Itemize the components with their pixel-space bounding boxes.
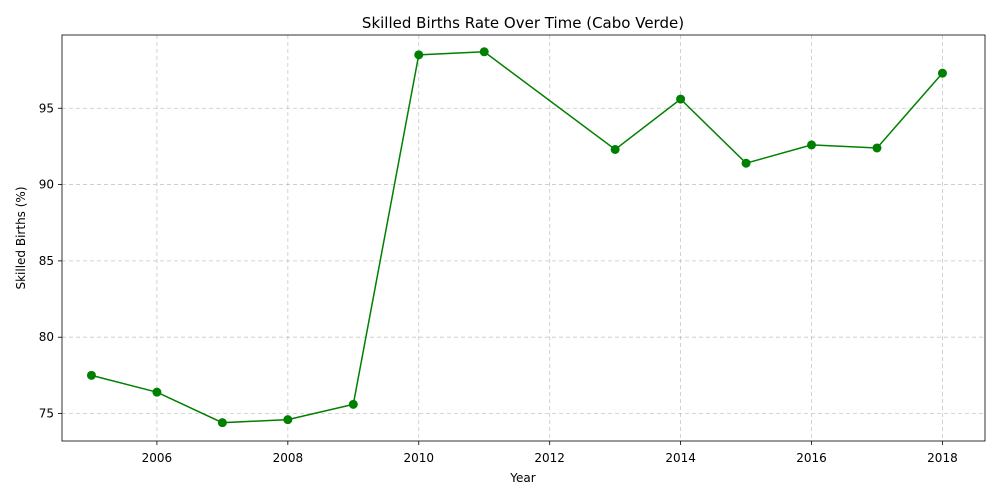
data-point <box>872 143 882 153</box>
data-point <box>807 140 817 150</box>
data-point <box>676 94 686 104</box>
data-point <box>414 50 424 60</box>
plot-area-frame <box>61 34 986 442</box>
data-point <box>283 415 293 425</box>
y-tick-label: 95 <box>39 101 54 115</box>
data-point <box>937 68 947 78</box>
x-tick-label: 2012 <box>534 451 565 465</box>
data-point <box>348 399 358 409</box>
data-point <box>217 418 227 428</box>
x-axis-label: Year <box>509 471 535 485</box>
chart-title: Skilled Births Rate Over Time (Cabo Verd… <box>362 14 684 32</box>
data-point <box>152 387 162 397</box>
x-tick-label: 2006 <box>142 451 173 465</box>
x-tick-label: 2010 <box>403 451 434 465</box>
y-axis: 75 80 85 90 95 <box>39 101 62 421</box>
y-tick-label: 90 <box>39 178 54 192</box>
y-tick-label: 75 <box>39 407 54 421</box>
y-tick-label: 80 <box>39 330 54 344</box>
x-axis: 2006 2008 2010 2012 2014 2016 2018 <box>142 441 958 465</box>
series-layer <box>86 47 947 428</box>
series-line <box>91 51 944 424</box>
data-point <box>479 47 489 57</box>
grid-layer <box>62 35 985 441</box>
x-tick-label: 2016 <box>796 451 827 465</box>
y-tick-label: 85 <box>39 254 54 268</box>
data-point <box>610 144 620 154</box>
x-tick-label: 2008 <box>273 451 304 465</box>
x-tick-label: 2018 <box>927 451 958 465</box>
x-tick-label: 2014 <box>665 451 696 465</box>
y-axis-label: Skilled Births (%) <box>14 186 28 289</box>
data-point <box>86 370 96 380</box>
data-point <box>741 158 751 168</box>
